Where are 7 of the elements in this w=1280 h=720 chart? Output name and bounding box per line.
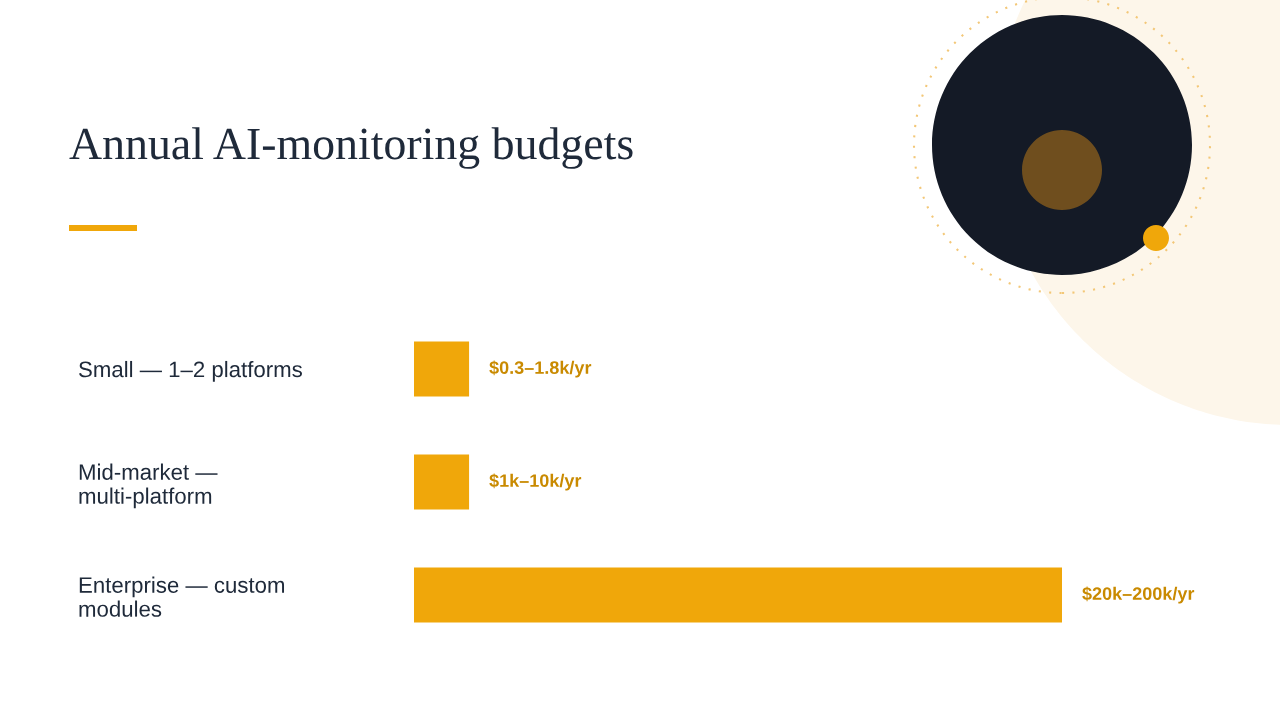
- y-tick-label: Mid-market — multi-platform: [79, 463, 218, 509]
- chart-title: Annual AI-monitoring budgets: [69, 127, 633, 169]
- y-tick-label: Enterprise — custom modules: [79, 576, 285, 617]
- text: $20k–200k/yr: [1082, 586, 1195, 604]
- annotation: $0.3–1.8k/yr: [489, 360, 592, 378]
- annotation: $1k–10k/yr: [489, 473, 582, 491]
- y-tick-label: Small — 1–2 platforms: [79, 360, 302, 382]
